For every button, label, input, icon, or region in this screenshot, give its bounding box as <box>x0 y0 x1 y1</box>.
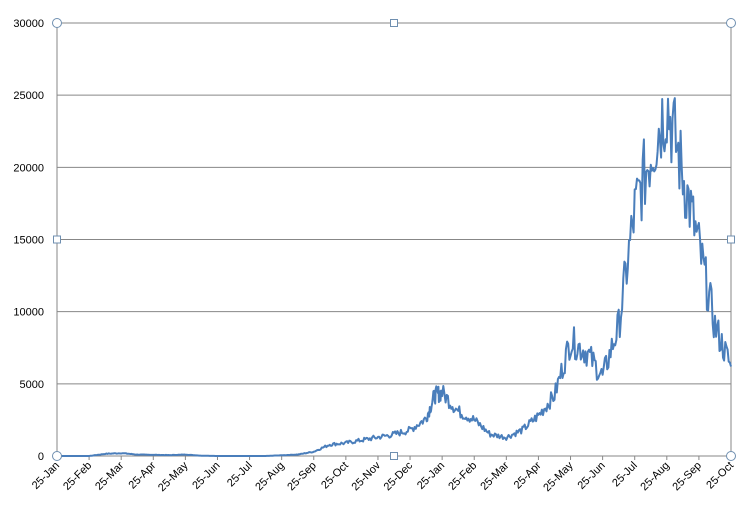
x-tick-label: 25-Mar <box>93 459 126 492</box>
x-tick-label: 25-Nov <box>350 459 384 493</box>
edge-resize-handle[interactable] <box>53 235 61 244</box>
y-tick-label: 15000 <box>13 235 44 247</box>
edge-resize-handle[interactable] <box>727 235 735 244</box>
corner-resize-handle[interactable] <box>726 451 736 461</box>
x-tick-label: 25-May <box>541 459 576 494</box>
y-tick-label: 10000 <box>13 307 44 319</box>
y-axis-tick-labels: 0 5000 10000 15000 20000 25000 30000 <box>13 18 44 463</box>
x-tick-label: 25-Sep <box>670 460 704 494</box>
x-tick-label: 25-Jun <box>190 460 222 492</box>
x-tick-label: 25-Jun <box>575 460 607 492</box>
x-tick-label: 25-Oct <box>319 460 351 492</box>
x-tick-label: 25-Apr <box>512 459 544 491</box>
x-tick-label: 25-Jul <box>610 460 640 490</box>
gridlines <box>57 22 731 457</box>
corner-resize-handle[interactable] <box>726 18 736 28</box>
x-tick-label: 25-Oct <box>704 460 736 492</box>
x-tick-label: 25-Mar <box>478 459 511 492</box>
x-tick-label: 25-May <box>156 459 191 494</box>
x-tick-label: 25-Sep <box>285 460 319 494</box>
series-line <box>57 97 732 457</box>
y-tick-label: 30000 <box>13 18 44 30</box>
corner-resize-handle[interactable] <box>52 18 62 28</box>
corner-resize-handle[interactable] <box>52 451 62 461</box>
y-tick-label: 25000 <box>13 90 44 102</box>
y-tick-label: 0 <box>38 451 44 463</box>
x-tick-label: 25-Jan <box>415 460 447 492</box>
edge-resize-handle[interactable] <box>390 19 398 27</box>
y-tick-label: 5000 <box>20 379 44 391</box>
x-tick-label: 25-Dec <box>382 459 416 493</box>
chart-selection-handles[interactable] <box>52 18 736 461</box>
x-tick-label: 25-Feb <box>446 460 479 493</box>
y-tick-label: 20000 <box>13 162 44 174</box>
x-tick-label: 25-Jan <box>30 460 62 492</box>
edge-resize-handle[interactable] <box>390 452 398 460</box>
x-tick-label: 25-Apr <box>127 459 159 491</box>
x-tick-label: 25-Aug <box>253 460 287 494</box>
x-tick-label: 25-Feb <box>61 460 94 493</box>
x-tick-label: 25-Jul <box>225 460 255 490</box>
x-tick-label: 25-Aug <box>638 460 672 494</box>
